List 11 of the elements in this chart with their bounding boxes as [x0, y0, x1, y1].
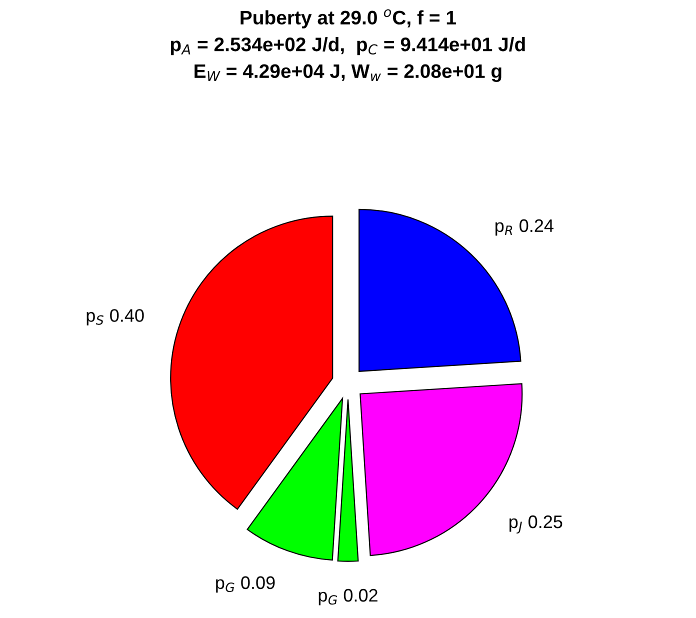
slice-label: p$_{S}$ — [86, 312, 104, 326]
data-label: 0.24 — [520, 219, 554, 232]
slice-label: p$_{R}$ — [496, 222, 512, 236]
slice-label: p$_{J}$ — [510, 518, 522, 534]
data-label: 0.40 — [110, 309, 144, 322]
data-label: 0.09 — [241, 576, 275, 590]
slice-label: p$_{G}$ — [318, 592, 338, 606]
slice-label: p$_{G}$ — [216, 579, 234, 593]
data-label: 0.25 — [528, 515, 562, 528]
chart-title: Puberty at 29.0 $^{o}$C, f = 1 p$_{A}$ = 2.534e+02 J/d, p$_{C}$ = 9.414e+01 J/d E$_{W}$ = 4.29e+04 J, W$_{w}$ = 2.08e+01 g — [170, 9, 525, 82]
data-label: 0.02 — [344, 588, 378, 602]
